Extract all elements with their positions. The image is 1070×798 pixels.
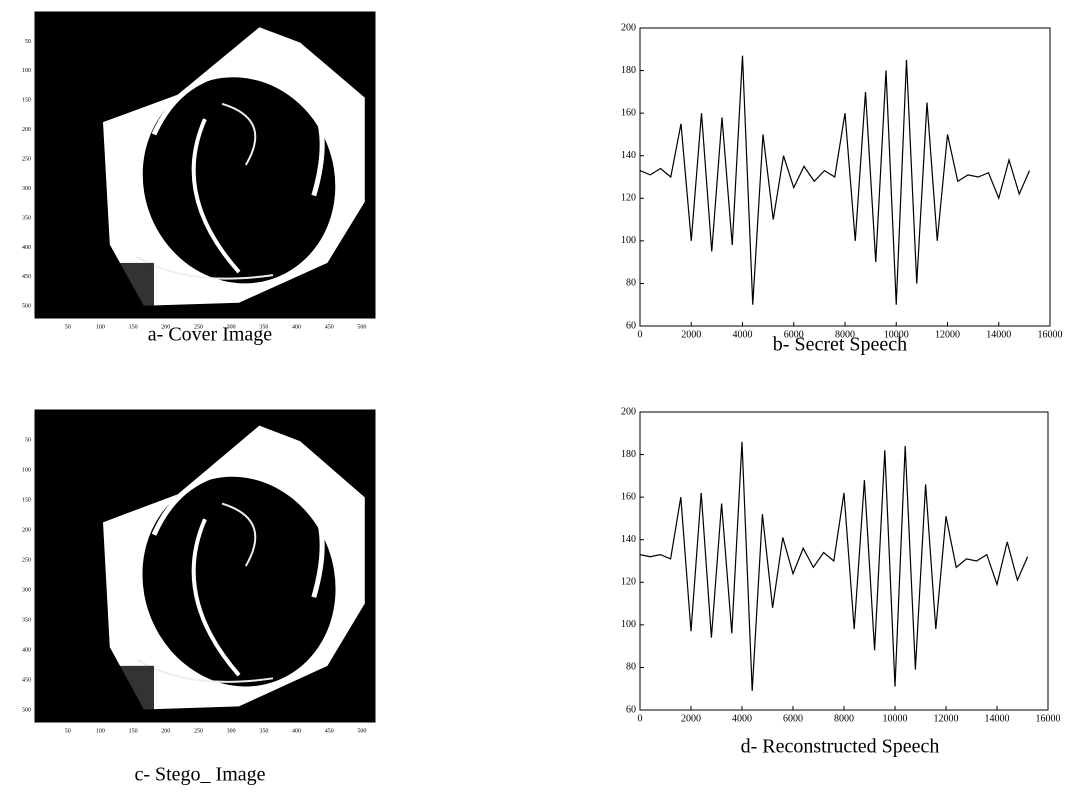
x-tick-label: 500 <box>357 728 366 734</box>
dark-corner <box>35 665 154 722</box>
y-tick-label: 350 <box>22 215 31 221</box>
x-tick-label: 16000 <box>1036 713 1061 724</box>
x-tick-label: 10000 <box>884 329 909 340</box>
y-tick-label: 500 <box>22 304 31 310</box>
x-tick-label: 8000 <box>834 713 854 724</box>
petal-edge <box>191 118 241 274</box>
x-tick-label: 350 <box>259 324 268 330</box>
y-tick-label: 180 <box>621 449 636 460</box>
x-tick-label: 0 <box>638 329 643 340</box>
waveform <box>639 441 1029 691</box>
caption: c- Stego_ Image <box>134 764 265 786</box>
caption: a- Cover Image <box>148 324 273 346</box>
axes-box <box>34 409 376 723</box>
y-tick-label: 120 <box>621 577 636 588</box>
y-tick-label: 500 <box>22 707 31 713</box>
y-tick-label: 200 <box>22 127 31 133</box>
y-tick-label: 150 <box>22 497 31 503</box>
y-tick-label: 300 <box>22 587 31 593</box>
y-tick-label: 350 <box>22 617 31 623</box>
x-tick-label: 8000 <box>835 329 855 340</box>
caption: d- Reconstructed Speech <box>741 736 940 758</box>
x-tick-label: 250 <box>194 324 203 330</box>
x-tick-label: 300 <box>227 324 236 330</box>
x-tick-label: 50 <box>65 728 71 734</box>
x-tick-label: 14000 <box>985 713 1010 724</box>
y-tick-label: 400 <box>22 245 31 251</box>
x-tick-label: 2000 <box>681 329 701 340</box>
x-tick-label: 450 <box>325 324 334 330</box>
axes-box <box>639 27 1051 327</box>
x-tick-label: 400 <box>292 324 301 330</box>
y-tick-label: 160 <box>621 491 636 502</box>
y-tick-label: 180 <box>621 65 636 76</box>
x-tick-label: 500 <box>357 324 366 330</box>
x-tick-label: 150 <box>129 728 138 734</box>
y-tick-label: 200 <box>621 406 636 417</box>
y-tick-label: 100 <box>621 235 636 246</box>
y-tick-label: 250 <box>22 557 31 563</box>
x-tick-label: 450 <box>325 728 334 734</box>
y-tick-label: 100 <box>22 467 31 473</box>
x-tick-label: 0 <box>638 713 643 724</box>
y-tick-label: 450 <box>22 274 31 280</box>
y-tick-label: 80 <box>626 662 636 673</box>
x-tick-label: 100 <box>96 324 105 330</box>
petal-edge <box>191 518 241 677</box>
y-tick-label: 100 <box>621 619 636 630</box>
axes-box <box>34 11 376 319</box>
x-tick-label: 12000 <box>934 713 959 724</box>
y-tick-label: 50 <box>25 39 31 45</box>
x-tick-label: 100 <box>96 728 105 734</box>
x-tick-label: 250 <box>194 728 203 734</box>
x-tick-label: 4000 <box>732 713 752 724</box>
y-tick-label: 200 <box>22 527 31 533</box>
y-tick-label: 60 <box>626 320 636 331</box>
x-tick-label: 14000 <box>986 329 1011 340</box>
y-tick-label: 120 <box>621 193 636 204</box>
y-tick-label: 140 <box>621 534 636 545</box>
x-tick-label: 350 <box>259 728 268 734</box>
y-tick-label: 160 <box>621 107 636 118</box>
y-tick-label: 100 <box>22 68 31 74</box>
petal-edge <box>151 68 325 197</box>
y-tick-label: 300 <box>22 186 31 192</box>
x-tick-label: 12000 <box>935 329 960 340</box>
petal-edge <box>151 467 325 598</box>
x-tick-label: 300 <box>227 728 236 734</box>
x-tick-label: 10000 <box>883 713 908 724</box>
x-tick-label: 16000 <box>1038 329 1063 340</box>
dark-corner <box>35 262 154 318</box>
waveform <box>639 55 1031 305</box>
rose-center <box>142 476 336 687</box>
y-tick-label: 80 <box>626 278 636 289</box>
x-tick-label: 6000 <box>784 329 804 340</box>
y-tick-label: 250 <box>22 156 31 162</box>
x-tick-label: 150 <box>129 324 138 330</box>
x-tick-label: 2000 <box>681 713 701 724</box>
y-tick-label: 400 <box>22 647 31 653</box>
rose-center <box>142 77 336 284</box>
y-tick-label: 60 <box>626 704 636 715</box>
x-tick-label: 50 <box>65 324 71 330</box>
axes-box <box>639 411 1049 711</box>
x-tick-label: 200 <box>161 324 170 330</box>
caption: b- Secret Speech <box>773 334 907 356</box>
x-tick-label: 4000 <box>733 329 753 340</box>
x-tick-label: 200 <box>161 728 170 734</box>
x-tick-label: 400 <box>292 728 301 734</box>
y-tick-label: 50 <box>25 437 31 443</box>
y-tick-label: 450 <box>22 677 31 683</box>
x-tick-label: 6000 <box>783 713 803 724</box>
y-tick-label: 200 <box>621 22 636 33</box>
y-tick-label: 140 <box>621 150 636 161</box>
y-tick-label: 150 <box>22 98 31 104</box>
